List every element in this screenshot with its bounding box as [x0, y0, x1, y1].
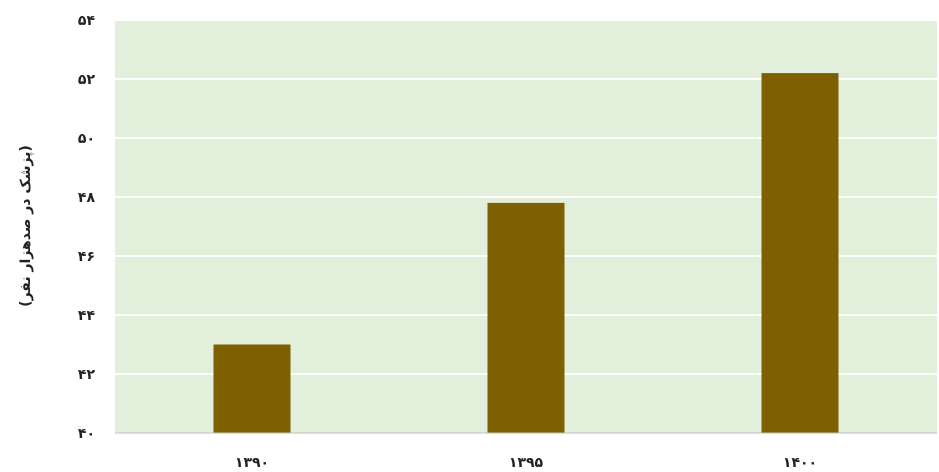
- x-tick-label: ۱۳۹۵: [509, 455, 544, 471]
- x-tick-labels: ۱۳۹۰ ۱۳۹۵ ۱۴۰۰: [235, 455, 817, 471]
- y-tick-labels: ۴۰ ۴۲ ۴۴ ۴۶ ۴۸ ۵۰ ۵۲ ۵۴: [78, 13, 96, 442]
- y-tick-label: ۴۶: [78, 249, 95, 265]
- bars: [213, 73, 839, 433]
- bar: [213, 344, 291, 433]
- y-tick-label: ۵۲: [78, 72, 96, 88]
- bar: [761, 73, 839, 433]
- y-tick-label: ۴۸: [78, 190, 96, 206]
- y-tick-label: ۵۰: [78, 131, 95, 147]
- y-tick-label: ۵۴: [78, 13, 96, 29]
- y-tick-label: ۴۴: [78, 308, 96, 324]
- x-tick-label: ۱۴۰۰: [783, 455, 817, 471]
- x-tick-label: ۱۳۹۰: [235, 455, 269, 471]
- bar: [487, 202, 565, 433]
- y-tick-label: ۴۰: [78, 426, 95, 442]
- y-tick-label: ۴۲: [78, 367, 96, 383]
- y-axis-title: (پزشک در صدهزار نفر): [18, 145, 34, 307]
